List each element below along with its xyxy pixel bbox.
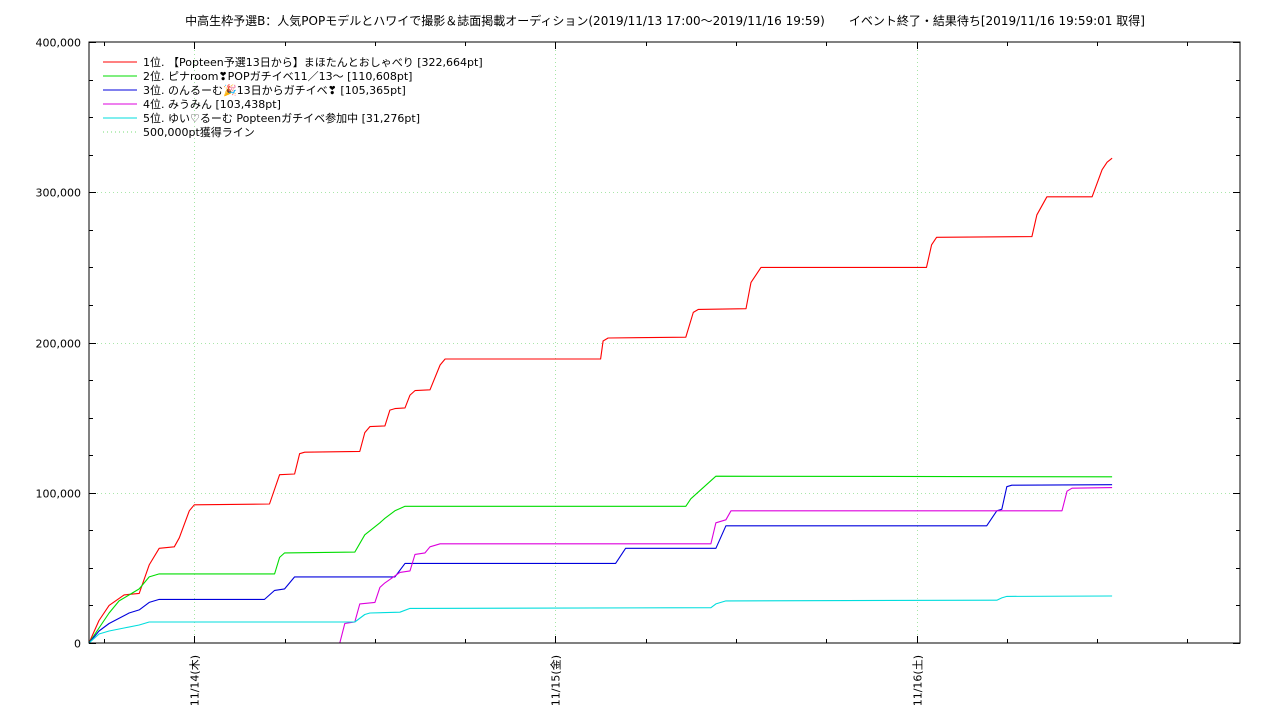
series-line-4: [339, 487, 1113, 643]
chart-title: 中高生枠予選B：人気POPモデルとハワイで撮影＆誌面掲載オーディション(2019…: [185, 14, 1145, 28]
tick-labels: 0 100,000 200,000 300,000 400,000 11/14(木) 11/…: [36, 37, 925, 707]
axis-ticks: [89, 42, 1240, 644]
grid-lines: [89, 42, 1240, 643]
y-tick-label: 400,000: [36, 37, 82, 50]
series-line-5: [89, 595, 1113, 643]
plot-frame: [88, 41, 1241, 644]
x-tick-label: 11/14(木): [189, 655, 202, 706]
series-layer: [89, 157, 1113, 643]
y-tick-label: 0: [74, 638, 81, 651]
legend-label-5: 5位. ゆい♡るーむ Popteenガチイベ参加中 [31,276pt]: [143, 111, 420, 125]
legend-label-1: 1位. 【Popteen予選13日から】まほたんとおしゃべり [322,664p…: [143, 55, 483, 69]
x-tick-label: 11/15(金): [549, 655, 563, 706]
y-tick-label: 100,000: [36, 488, 82, 501]
legend-label-3: 3位. のんるーむ🎉13日からガチイベ❣ [105,365pt]: [143, 83, 406, 97]
y-tick-label: 300,000: [36, 187, 82, 200]
legend-label-2: 2位. ピナroom❣POPガチイベ11／13〜 [110,608pt]: [143, 69, 412, 83]
legend-label-4: 4位. みうみん [103,438pt]: [143, 97, 281, 111]
series-line-1: [89, 157, 1113, 643]
series-line-3: [89, 484, 1113, 643]
series-line-2: [89, 475, 1113, 643]
y-tick-label: 200,000: [36, 338, 82, 351]
x-tick-label: 11/16(土): [912, 655, 925, 706]
legend: 1位. 【Popteen予選13日から】まほたんとおしゃべり [322,664p…: [103, 55, 483, 139]
legend-label-6: 500,000pt獲得ライン: [143, 126, 255, 139]
